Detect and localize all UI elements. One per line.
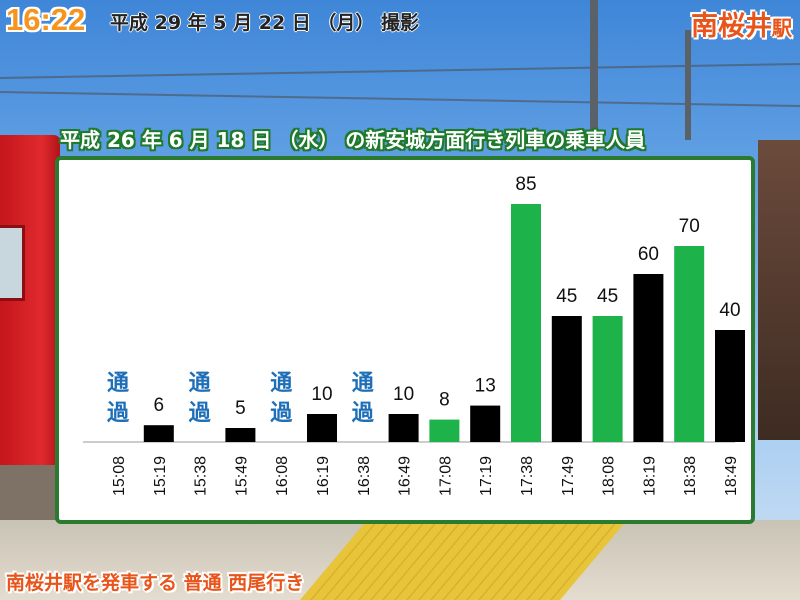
photo-date: 平成 29 年 5 月 22 日 （月） 撮影: [110, 12, 420, 34]
x-tick-label: 16:38: [356, 456, 373, 496]
x-tick-label: 15:38: [193, 456, 210, 496]
bar: [715, 330, 745, 442]
data-label: 60: [638, 244, 659, 265]
x-tick-label: 15:49: [233, 456, 250, 496]
pass-label: 過: [352, 400, 375, 426]
data-label: 45: [556, 286, 577, 307]
x-tick-label: 17:08: [437, 456, 454, 496]
x-tick-label: 18:38: [682, 456, 699, 496]
x-tick-label: 18:19: [641, 456, 658, 496]
bar-chart: 通過15:08615:19通過15:38515:49通過16:081016:19…: [83, 174, 745, 496]
bar: [470, 405, 501, 442]
x-tick-label: 15:08: [111, 456, 128, 496]
bar: [511, 204, 541, 442]
train-caption: 南桜井駅を発車する 普通 西尾行き: [6, 572, 305, 594]
station-name: 南桜井駅: [691, 4, 792, 43]
catenary-pole: [590, 0, 598, 140]
bar: [143, 425, 174, 442]
chart-panel: 通過 15:08 6 15:19 通過 15:38 5 15:49 通過 16:08 10 16:19…: [55, 156, 755, 524]
station-name-text: 南桜井: [691, 11, 772, 42]
bar: [388, 414, 419, 442]
data-label: 45: [597, 286, 618, 307]
bar: [307, 414, 337, 442]
data-label: 40: [719, 300, 740, 321]
overhead-wire: [0, 91, 800, 107]
station-building: [758, 140, 800, 440]
x-tick-label: 16:49: [397, 456, 414, 496]
bar: [674, 246, 705, 442]
chart-title: 平成 26 年 6 月 18 日 （水） の新安城方面行き列車の乗車人員: [60, 128, 646, 152]
pass-label: 通: [270, 371, 292, 396]
data-label: 10: [311, 384, 332, 405]
overhead-wire: [0, 63, 800, 79]
pass-label: 通: [189, 371, 211, 396]
pass-label: 通: [107, 371, 129, 396]
x-tick-label: 18:08: [601, 456, 618, 496]
x-tick-label: 16:19: [315, 456, 332, 496]
bar: [429, 419, 460, 442]
pass-label: 通: [352, 371, 374, 396]
x-tick-label: 18:49: [723, 456, 740, 496]
clock-time: 16:22: [6, 2, 86, 37]
pass-label: 過: [107, 400, 130, 426]
pass-label: 過: [189, 400, 212, 426]
data-label: 10: [393, 384, 414, 405]
data-label: 6: [154, 395, 165, 416]
x-tick-label: 17:19: [478, 456, 495, 496]
data-label: 70: [679, 216, 700, 237]
x-tick-label: 15:19: [152, 456, 169, 496]
bar: [551, 316, 582, 442]
data-label: 5: [235, 398, 246, 419]
x-tick-label: 16:08: [274, 456, 291, 496]
bar: [592, 316, 623, 442]
train-window: [0, 225, 25, 301]
bar: [633, 274, 664, 442]
data-label: 8: [439, 390, 450, 411]
bar: [225, 428, 256, 442]
catenary-pole: [685, 30, 691, 140]
pass-label: 過: [270, 400, 293, 426]
x-tick-label: 17:49: [560, 456, 577, 496]
x-tick-label: 17:38: [519, 456, 536, 496]
data-label: 85: [515, 174, 536, 195]
station-suffix: 駅: [772, 16, 792, 40]
data-label: 13: [475, 376, 496, 397]
